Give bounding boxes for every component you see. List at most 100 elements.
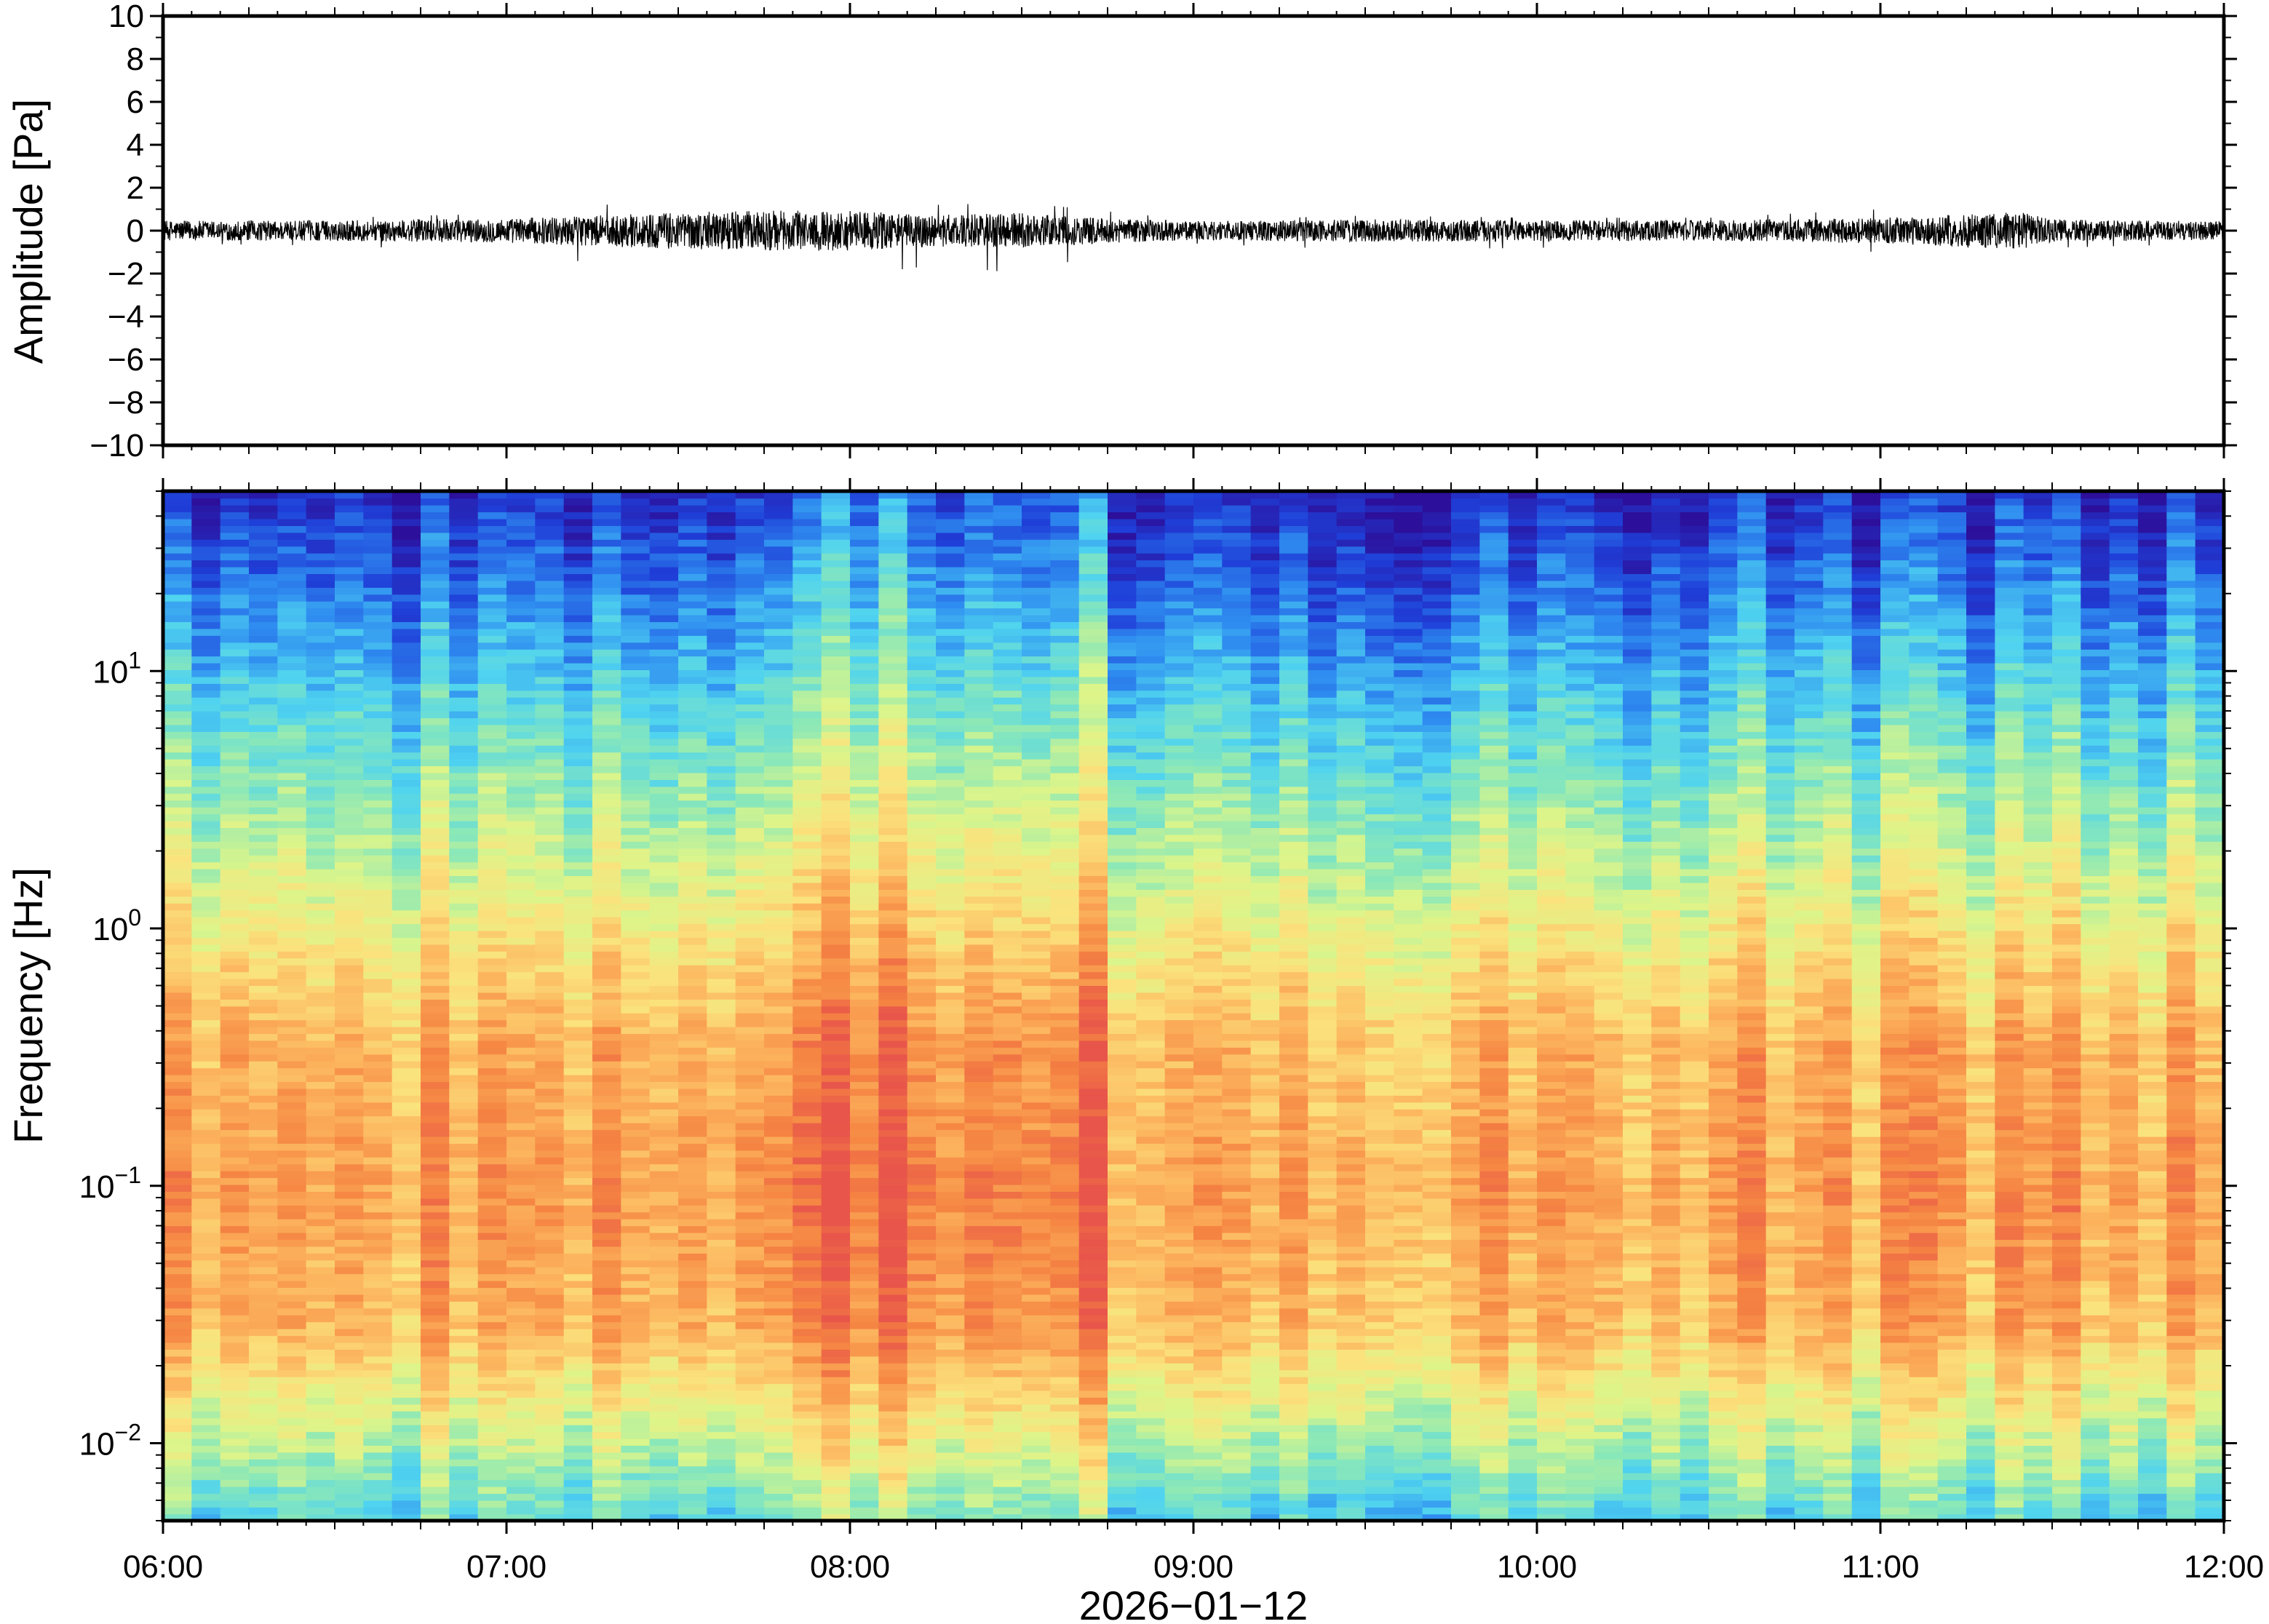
spectrogram-cell [277, 827, 307, 835]
spectrogram-cell [163, 1122, 193, 1131]
spectrogram-cell [592, 909, 622, 918]
spectrogram-cell [936, 1479, 966, 1487]
spectrogram-cell [993, 909, 1022, 918]
spectrogram-cell [621, 525, 651, 533]
spectrogram-cell [306, 1143, 335, 1151]
spectrogram-cell [964, 1404, 994, 1412]
spectrogram-cell [277, 525, 307, 533]
spectrogram-cell [649, 614, 679, 623]
spectrogram-cell [936, 1417, 966, 1425]
spectrogram-cell [449, 1404, 479, 1412]
spectrogram-cell [764, 813, 794, 821]
spectrogram-cell [678, 1102, 708, 1110]
spectrogram-cell [764, 656, 794, 664]
spectrogram-cell [964, 1136, 994, 1144]
spectrogram-cell [449, 1239, 479, 1247]
spectrogram-cell [621, 573, 651, 581]
spectrogram-cell [1022, 1452, 1052, 1460]
spectrogram-cell [878, 978, 908, 986]
spectrogram-cell [764, 999, 794, 1007]
spectrogram-cell [792, 1218, 822, 1227]
spectrogram-cell [163, 1335, 193, 1343]
spectrogram-cell [449, 1335, 479, 1343]
spectrogram-cell [993, 1507, 1022, 1515]
spectrogram-cell [850, 1431, 880, 1439]
spectrogram-cell [249, 566, 279, 574]
spectrogram-cell [792, 916, 822, 925]
spectrogram-cell [277, 1136, 307, 1144]
spectrogram-cell [821, 525, 851, 533]
spectrogram-cell [563, 525, 593, 533]
spectrogram-cell [792, 676, 822, 684]
spectrogram-cell [249, 1205, 279, 1213]
spectrogram-cell [363, 731, 393, 739]
spectrogram-cell [191, 1465, 221, 1473]
spectrogram-cell [363, 1211, 393, 1219]
spectrogram-cell [335, 827, 365, 835]
spectrogram-cell [392, 834, 421, 842]
spectrogram-cell [993, 1438, 1022, 1446]
spectrogram-cell [535, 1438, 565, 1446]
spectrogram-cell [392, 1294, 421, 1302]
spectrogram-cell [506, 1445, 536, 1453]
spectrogram-cell [163, 848, 193, 856]
spectrogram-cell [249, 1500, 279, 1508]
spectrogram-cell [277, 1465, 307, 1473]
spectrogram-cell [249, 937, 279, 945]
spectrogram-cell [506, 786, 536, 794]
spectrogram-cell [707, 985, 736, 993]
spectrogram-cell [707, 765, 736, 773]
spectrogram-cell [306, 656, 335, 664]
spectrogram-cell [592, 539, 622, 547]
spectrogram-cell [363, 573, 393, 581]
spectrogram-cell [735, 1438, 765, 1446]
spectrogram-cell [993, 1143, 1022, 1151]
spectrogram-cell [421, 813, 450, 821]
spectrogram-cell [277, 1328, 307, 1337]
spectrogram-cell [821, 1218, 851, 1227]
spectrogram-cell [936, 1465, 966, 1473]
spectrogram-cell [1050, 1335, 1080, 1343]
spectrogram-cell [735, 971, 765, 979]
spectrogram-cell [792, 896, 822, 904]
spectrogram-cell [392, 1273, 421, 1281]
spectrogram-cell [563, 1218, 593, 1227]
spectrogram-cell [1050, 848, 1080, 856]
spectrogram-cell [964, 1294, 994, 1302]
spectrogram-cell [993, 1074, 1022, 1083]
spectrogram-cell [163, 1067, 193, 1075]
spectrogram-cell [735, 1088, 765, 1096]
spectrogram-cell [421, 820, 450, 829]
spectrogram-cell [563, 1143, 593, 1151]
spectrogram-cell [421, 1115, 450, 1123]
spectrogram-cell [191, 704, 221, 712]
spectrogram-cell [163, 1211, 193, 1219]
spectrogram-cell [792, 600, 822, 609]
spectrogram-cell [878, 1328, 908, 1337]
spectrogram-cell [191, 985, 221, 993]
spectrogram-cell [421, 1465, 450, 1473]
spectrogram-cell [392, 504, 421, 513]
spectrogram-cell [878, 690, 908, 698]
spectrogram-cell [477, 820, 507, 829]
spectrogram-cell [335, 1115, 365, 1123]
spectrogram-cell [821, 498, 851, 506]
spectrogram-cell [878, 752, 908, 760]
spectrogram-cell [277, 1307, 307, 1315]
spectrogram-cell [993, 717, 1022, 725]
spectrogram-cell [477, 724, 507, 732]
spectrogram-cell [392, 1404, 421, 1412]
spectrogram-cell [993, 1081, 1022, 1089]
spectrogram-cell [964, 525, 994, 533]
spectrogram-cell [306, 806, 335, 815]
spectrogram-cell [792, 827, 822, 835]
spectrogram-cell [1050, 1074, 1080, 1083]
spectrogram-cell [707, 1163, 736, 1171]
spectrogram-cell [878, 1424, 908, 1433]
spectrogram-cell [621, 882, 651, 890]
spectrogram-cell [592, 923, 622, 931]
spectrogram-cell [592, 1088, 622, 1096]
spectrogram-cell [163, 1239, 193, 1247]
spectrogram-cell [850, 944, 880, 952]
spectrogram-cell [421, 1205, 450, 1213]
